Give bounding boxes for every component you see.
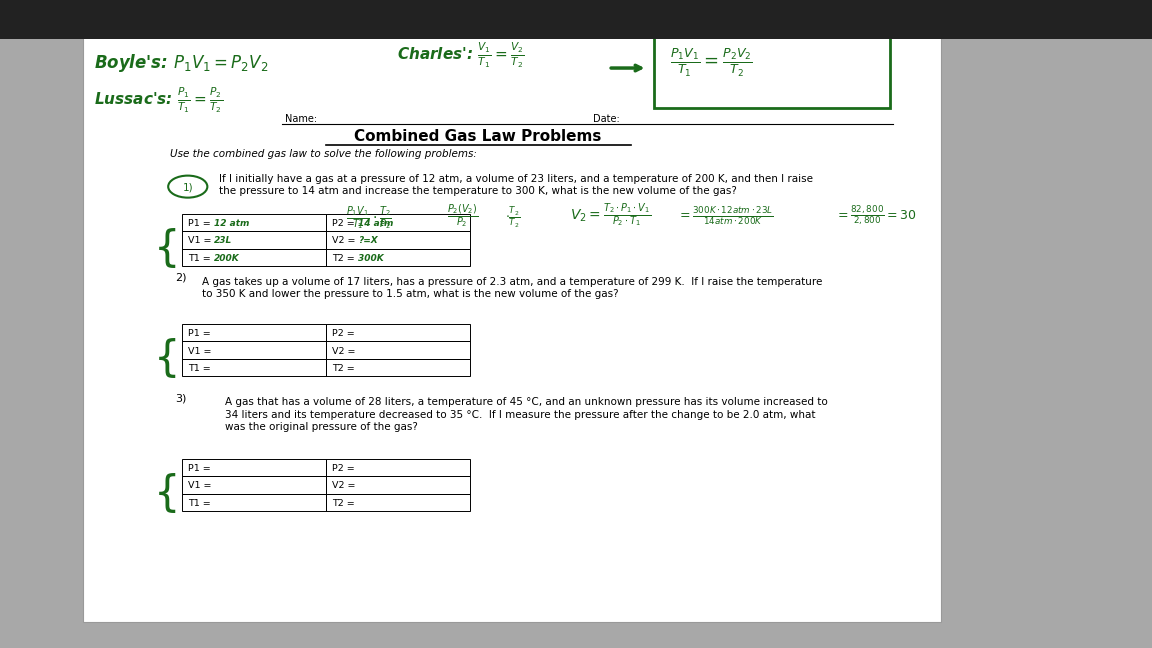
Text: V1 =: V1 = <box>188 481 211 491</box>
Text: 300K: 300K <box>358 254 384 263</box>
Text: {: { <box>153 473 181 515</box>
Text: 23L: 23L <box>214 237 233 246</box>
Text: $\frac{P_2(V_2)}{P_2}$: $\frac{P_2(V_2)}{P_2}$ <box>447 203 478 229</box>
Text: T2 =: T2 = <box>332 499 355 508</box>
Bar <box>326 476 470 494</box>
FancyBboxPatch shape <box>83 23 941 622</box>
Bar <box>182 476 326 494</box>
Text: P1 =: P1 = <box>188 219 211 228</box>
Text: 200K: 200K <box>214 254 240 263</box>
Text: V2 =: V2 = <box>332 481 355 491</box>
Text: V2 =: V2 = <box>332 237 355 246</box>
Bar <box>182 214 326 231</box>
Text: $= \frac{82,800}{2,800} = 30$: $= \frac{82,800}{2,800} = 30$ <box>835 204 917 228</box>
Bar <box>326 359 470 376</box>
Bar <box>326 324 470 341</box>
Text: 34 liters and its temperature decreased to 35 °C.  If I measure the pressure aft: 34 liters and its temperature decreased … <box>225 410 816 419</box>
Text: Date:: Date: <box>593 114 620 124</box>
Text: to 350 K and lower the pressure to 1.5 atm, what is the new volume of the gas?: to 350 K and lower the pressure to 1.5 a… <box>202 289 619 299</box>
Bar <box>182 249 326 266</box>
Text: T1 =: T1 = <box>188 499 211 508</box>
Bar <box>182 459 326 476</box>
Text: P2 =: P2 = <box>332 219 355 228</box>
Bar <box>326 214 470 231</box>
Text: Combined Gas Law Problems: Combined Gas Law Problems <box>355 128 601 144</box>
Bar <box>182 231 326 249</box>
Text: P2 =: P2 = <box>332 464 355 473</box>
Text: P2 =: P2 = <box>332 329 355 338</box>
Text: V1 =: V1 = <box>188 347 211 356</box>
Text: Use the combined gas law to solve the following problems:: Use the combined gas law to solve the fo… <box>170 149 477 159</box>
Text: 3): 3) <box>175 394 187 404</box>
Text: was the original pressure of the gas?: was the original pressure of the gas? <box>225 422 417 432</box>
Bar <box>326 494 470 511</box>
Bar <box>326 459 470 476</box>
Text: $\frac{P_1V_1}{T_1} = \frac{P_2V_2}{T_2}$: $\frac{P_1V_1}{T_1} = \frac{P_2V_2}{T_2}… <box>670 47 753 78</box>
Bar <box>182 324 326 341</box>
Text: $= \frac{300K \cdot 12atm \cdot 23L}{14atm \cdot 200K}$: $= \frac{300K \cdot 12atm \cdot 23L}{14a… <box>677 205 774 227</box>
Text: T2 =: T2 = <box>332 364 355 373</box>
Bar <box>182 341 326 359</box>
Bar <box>326 231 470 249</box>
Text: 12 atm: 12 atm <box>214 219 250 228</box>
Text: 14 atm: 14 atm <box>358 219 394 228</box>
Bar <box>182 494 326 511</box>
Text: V2 =: V2 = <box>332 347 355 356</box>
Text: $V_2 = \frac{T_2 \cdot P_1 \cdot V_1}{P_2 \cdot T_1}$: $V_2 = \frac{T_2 \cdot P_1 \cdot V_1}{P_… <box>570 202 651 229</box>
Bar <box>326 341 470 359</box>
Text: $\cdot \frac{T_2}{T_2}$: $\cdot \frac{T_2}{T_2}$ <box>505 205 520 230</box>
Bar <box>182 359 326 376</box>
Text: T1 =: T1 = <box>188 254 211 263</box>
Text: the pressure to 14 atm and increase the temperature to 300 K, what is the new vo: the pressure to 14 atm and increase the … <box>219 186 737 196</box>
Text: P1 =: P1 = <box>188 329 211 338</box>
Text: A gas takes up a volume of 17 liters, has a pressure of 2.3 atm, and a temperatu: A gas takes up a volume of 17 liters, ha… <box>202 277 823 286</box>
Bar <box>0 0 1152 39</box>
Text: {: { <box>153 338 181 380</box>
Text: P1 =: P1 = <box>188 464 211 473</box>
Text: Lussac's: $\frac{P_1}{T_1} = \frac{P_2}{T_2}$: Lussac's: $\frac{P_1}{T_1} = \frac{P_2}{… <box>94 86 223 115</box>
Text: $\frac{P_1V_1}{T_1} \cdot \frac{T_2}{P_2}$: $\frac{P_1V_1}{T_1} \cdot \frac{T_2}{P_2… <box>346 204 392 231</box>
Bar <box>326 249 470 266</box>
Text: 1): 1) <box>182 182 194 192</box>
Text: If I initially have a gas at a pressure of 12 atm, a volume of 23 liters, and a : If I initially have a gas at a pressure … <box>219 174 813 183</box>
Text: Boyle's: $P_1V_1=P_2V_2$: Boyle's: $P_1V_1=P_2V_2$ <box>94 52 268 74</box>
Text: 2): 2) <box>175 273 187 283</box>
Text: T2 =: T2 = <box>332 254 355 263</box>
Text: Charles': $\frac{V_1}{T_1} = \frac{V_2}{T_2}$: Charles': $\frac{V_1}{T_1} = \frac{V_2}{… <box>397 41 525 70</box>
Text: Name:: Name: <box>285 114 317 124</box>
Text: T1 =: T1 = <box>188 364 211 373</box>
Text: A gas that has a volume of 28 liters, a temperature of 45 °C, and an unknown pre: A gas that has a volume of 28 liters, a … <box>225 397 827 407</box>
Text: ?=X: ?=X <box>358 237 378 246</box>
Text: V1 =: V1 = <box>188 237 211 246</box>
Text: {: { <box>153 228 181 270</box>
